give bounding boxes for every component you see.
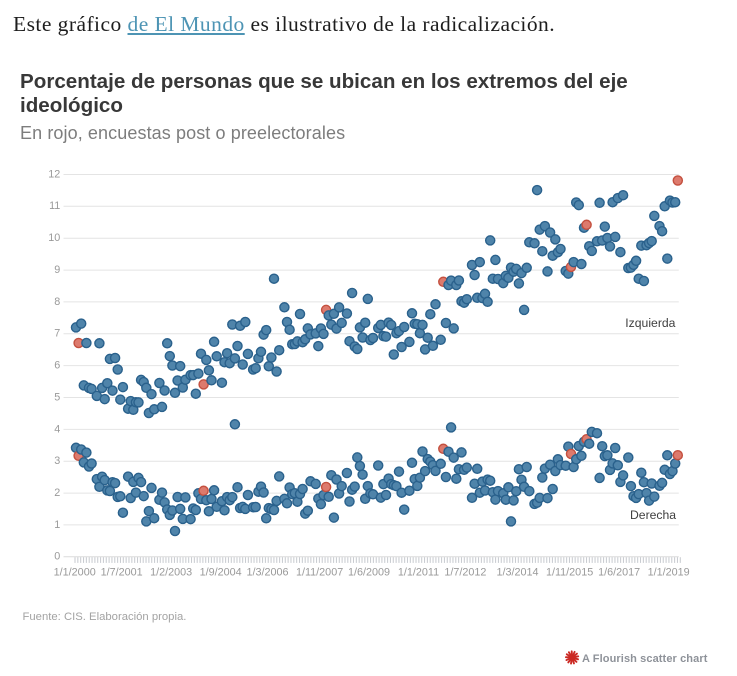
svg-text:1/9/2004: 1/9/2004 (200, 566, 242, 578)
svg-text:4: 4 (54, 423, 60, 435)
svg-text:1/7/2012: 1/7/2012 (444, 566, 486, 578)
svg-text:1/3/2014: 1/3/2014 (496, 566, 538, 578)
svg-text:12: 12 (48, 168, 60, 180)
svg-text:9: 9 (54, 264, 60, 276)
svg-text:1/2/2003: 1/2/2003 (150, 566, 192, 578)
svg-text:2: 2 (54, 487, 60, 499)
svg-text:1/3/2006: 1/3/2006 (246, 566, 288, 578)
svg-text:1/7/2001: 1/7/2001 (101, 566, 143, 578)
svg-text:1/6/2017: 1/6/2017 (598, 566, 640, 578)
svg-text:1/1/2000: 1/1/2000 (54, 566, 96, 578)
svg-text:Izquierda: Izquierda (625, 316, 675, 330)
svg-text:Fuente: CIS. Elaboración propi: Fuente: CIS. Elaboración propia. (23, 611, 187, 623)
svg-text:1/11/2007: 1/11/2007 (296, 566, 343, 578)
svg-text:1: 1 (54, 519, 60, 531)
svg-text:11: 11 (49, 200, 60, 212)
svg-text:7: 7 (54, 328, 60, 340)
svg-text:1/6/2009: 1/6/2009 (348, 566, 390, 578)
svg-text:3: 3 (54, 455, 60, 467)
svg-text:1/11/2015: 1/11/2015 (546, 566, 593, 578)
svg-text:8: 8 (54, 296, 60, 308)
svg-text:10: 10 (48, 232, 60, 244)
svg-text:0: 0 (54, 551, 60, 563)
svg-text:1/1/2019: 1/1/2019 (648, 566, 690, 578)
svg-text:6: 6 (54, 360, 60, 372)
svg-text:5: 5 (54, 391, 60, 403)
svg-text:A Flourish scatter chart: A Flourish scatter chart (582, 653, 708, 665)
svg-text:1/1/2011: 1/1/2011 (398, 566, 439, 578)
svg-text:Derecha: Derecha (630, 508, 676, 522)
